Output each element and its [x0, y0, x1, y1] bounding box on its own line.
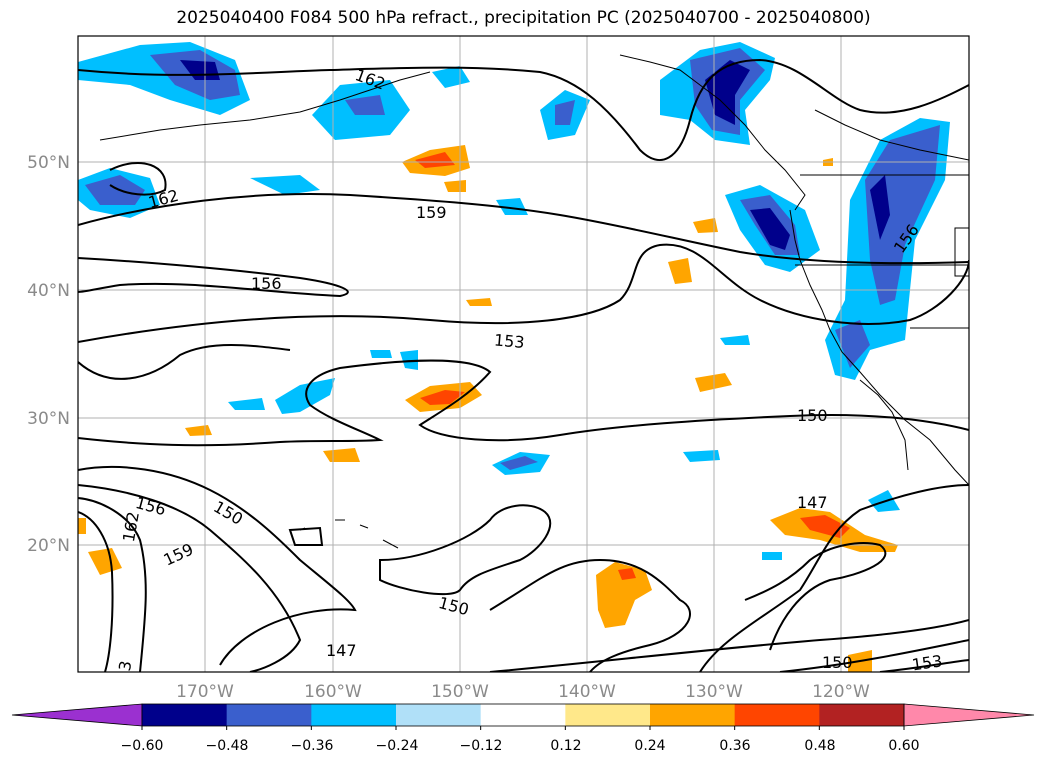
contour-label: 147	[797, 493, 828, 512]
lon-label: 130°W	[685, 682, 743, 702]
contour-label: 3	[115, 659, 135, 672]
colorbar-tick-label: −0.36	[291, 738, 334, 754]
plot-frame	[77, 35, 970, 673]
colorbar-swatch	[226, 704, 312, 726]
colorbar-tick-label: 0.60	[888, 738, 919, 754]
contour-label: 150	[797, 406, 828, 425]
map-title: 2025040400 F084 500 hPa refract., precip…	[176, 8, 871, 28]
colorbar-extend-high	[903, 703, 1035, 727]
lon-label: 150°W	[431, 682, 489, 702]
lat-label: 50°N	[27, 153, 70, 173]
colorbar-tick-label: −0.12	[460, 738, 503, 754]
lon-label: 120°W	[812, 682, 870, 702]
colorbar-tick-label: 0.36	[719, 738, 750, 754]
colorbar-tick-label: 0.24	[634, 738, 665, 754]
contour-label: 153	[911, 651, 944, 674]
contour-label: 147	[326, 641, 357, 660]
colorbar-swatch	[650, 704, 736, 726]
colorbar-tick-label: −0.24	[376, 738, 419, 754]
colorbar-extend-low	[11, 703, 143, 727]
contour-label: 150	[822, 653, 853, 672]
lat-label: 30°N	[27, 409, 70, 429]
colorbar	[11, 703, 1035, 730]
colorbar-tick-label: −0.48	[206, 738, 249, 754]
lat-axis: 50°N 40°N 30°N 20°N	[27, 153, 70, 556]
lon-label: 160°W	[304, 682, 362, 702]
colorbar-swatch	[480, 704, 566, 726]
colorbar-labels: −0.60 −0.48 −0.36 −0.24 −0.12 0.12 0.24 …	[121, 738, 920, 754]
contour-label: 156	[251, 274, 282, 293]
colorbar-swatch	[734, 704, 820, 726]
contour-label: 159	[416, 203, 447, 222]
precip-negative-shading	[78, 42, 950, 560]
plot-area	[78, 36, 969, 672]
colorbar-swatch	[819, 704, 905, 726]
lat-label: 20°N	[27, 536, 70, 556]
colorbar-tick-label: −0.60	[121, 738, 164, 754]
contour-label: 153	[493, 330, 525, 352]
colorbar-swatch	[565, 704, 651, 726]
lon-label: 140°W	[558, 682, 616, 702]
colorbar-frame	[141, 703, 905, 727]
lon-label: 170°W	[176, 682, 234, 702]
colorbar-swatch	[142, 704, 228, 726]
colorbar-tick-label: 0.48	[804, 738, 835, 754]
colorbar-swatch	[396, 704, 482, 726]
refractivity-contours	[78, 58, 969, 672]
lon-axis: 170°W 160°W 150°W 140°W 130°W 120°W	[176, 682, 870, 702]
colorbar-swatch	[311, 704, 397, 726]
colorbar-tick-label: 0.12	[550, 738, 581, 754]
lat-label: 40°N	[27, 281, 70, 301]
